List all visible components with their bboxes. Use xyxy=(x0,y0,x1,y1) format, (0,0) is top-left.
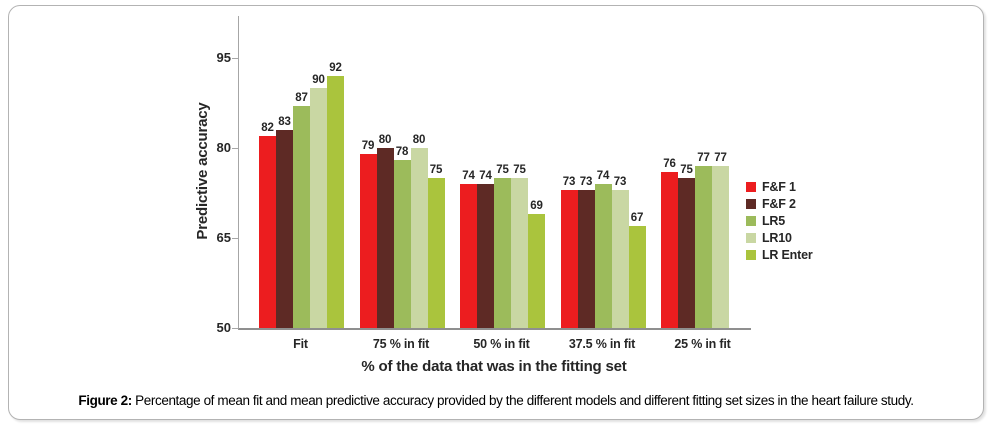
bar-value-label: 77 xyxy=(697,152,710,164)
bar-f-f-1 xyxy=(359,154,377,328)
bar-lr10 xyxy=(410,148,428,328)
bar-value-label: 75 xyxy=(513,164,526,176)
bar-value-label: 77 xyxy=(714,152,727,164)
bar-f-f-1 xyxy=(661,172,678,328)
bar-f-f-2 xyxy=(477,184,494,328)
y-tick-mark xyxy=(232,148,238,149)
bar-lr5 xyxy=(494,178,511,328)
legend-item: LR10 xyxy=(746,231,813,245)
legend: F&F 1 F&F 2 LR5 LR10 LR Enter xyxy=(746,180,813,266)
legend-label: LR10 xyxy=(762,231,792,245)
bar-value-label: 87 xyxy=(295,92,308,104)
legend-item: F&F 1 xyxy=(746,180,813,194)
bar-lr10 xyxy=(611,190,629,328)
bar-value-label: 73 xyxy=(562,176,576,188)
legend-swatch xyxy=(746,216,756,226)
bar-f-f-2 xyxy=(678,178,695,328)
bar-value-label: 80 xyxy=(412,134,426,146)
bar-value-label: 74 xyxy=(479,170,492,182)
bar-lr-enter xyxy=(628,226,646,328)
bar-value-label: 73 xyxy=(613,176,627,188)
bar-value-label: 67 xyxy=(630,212,644,224)
legend-swatch xyxy=(746,199,756,209)
bar-value-label: 79 xyxy=(361,140,375,152)
bar-f-f-2 xyxy=(376,148,394,328)
legend-swatch xyxy=(746,233,756,243)
legend-label: F&F 1 xyxy=(762,180,796,194)
bar-f-f-2 xyxy=(577,190,595,328)
bar-value-label: 69 xyxy=(530,200,543,212)
y-tick-label: 95 xyxy=(216,50,231,65)
x-tick-label: 25 % in fit xyxy=(674,337,731,351)
legend-item: LR Enter xyxy=(746,248,813,262)
bar-value-label: 74 xyxy=(462,170,475,182)
figure-frame: Predictive accuracy 82 83 87 90 92 79 80 78 80 75… xyxy=(8,5,984,420)
bar-value-label: 82 xyxy=(261,122,274,134)
bar-f-f-1 xyxy=(460,184,477,328)
y-tick-mark xyxy=(232,58,238,59)
x-tick-label: 50 % in fit xyxy=(473,337,530,351)
y-tick-label: 65 xyxy=(216,230,231,245)
legend-swatch xyxy=(746,182,756,192)
bar-value-label: 76 xyxy=(663,158,676,170)
bar-value-label: 80 xyxy=(378,134,392,146)
caption-prefix: Figure 2: xyxy=(78,393,132,408)
bar-lr5 xyxy=(594,184,612,328)
y-tick-label: 50 xyxy=(216,320,231,335)
legend-label: F&F 2 xyxy=(762,197,796,211)
bar-lr5 xyxy=(695,166,712,328)
legend-label: LR Enter xyxy=(762,248,813,262)
bar-lr-enter xyxy=(427,178,445,328)
plot-area: 82 83 87 90 92 79 80 78 80 75 74 74 75 75 69 73 73 74 73 67… xyxy=(238,16,751,330)
bar-lr5 xyxy=(293,106,310,328)
figure-caption: Figure 2: Percentage of mean fit and mea… xyxy=(9,393,983,408)
bar-value-label: 78 xyxy=(395,146,409,158)
y-tick-mark xyxy=(232,328,238,329)
x-tick-label: 75 % in fit xyxy=(372,337,430,351)
bar-lr10 xyxy=(511,178,528,328)
bar-value-label: 83 xyxy=(278,116,291,128)
bar-value-label: 92 xyxy=(329,62,342,74)
bar-value-label: 75 xyxy=(429,164,443,176)
legend-swatch xyxy=(746,250,756,260)
caption-text: Percentage of mean fit and mean predicti… xyxy=(131,393,914,408)
bar-lr5 xyxy=(393,160,411,328)
legend-item: LR5 xyxy=(746,214,813,228)
x-tick-label: Fit xyxy=(293,337,308,351)
legend-label: LR5 xyxy=(762,214,786,228)
bar-f-f-1 xyxy=(259,136,276,328)
bar-lr-enter xyxy=(528,214,545,328)
bar-f-f-2 xyxy=(276,130,293,328)
bar-value-label: 75 xyxy=(496,164,509,176)
y-tick-mark xyxy=(232,238,238,239)
bar-value-label: 73 xyxy=(579,176,593,188)
legend-item: F&F 2 xyxy=(746,197,813,211)
bar-lr10 xyxy=(310,88,327,328)
bar-value-label: 75 xyxy=(680,164,693,176)
bar-value-label: 74 xyxy=(596,170,610,182)
x-tick-label: 37.5 % in fit xyxy=(568,337,636,351)
bar-lr-enter xyxy=(327,76,344,328)
y-tick-label: 80 xyxy=(216,140,231,155)
x-axis-title: % of the data that was in the fitting se… xyxy=(361,358,627,375)
bar-value-label: 90 xyxy=(312,74,325,86)
bar-lr10 xyxy=(712,166,729,328)
bar-f-f-1 xyxy=(560,190,578,328)
